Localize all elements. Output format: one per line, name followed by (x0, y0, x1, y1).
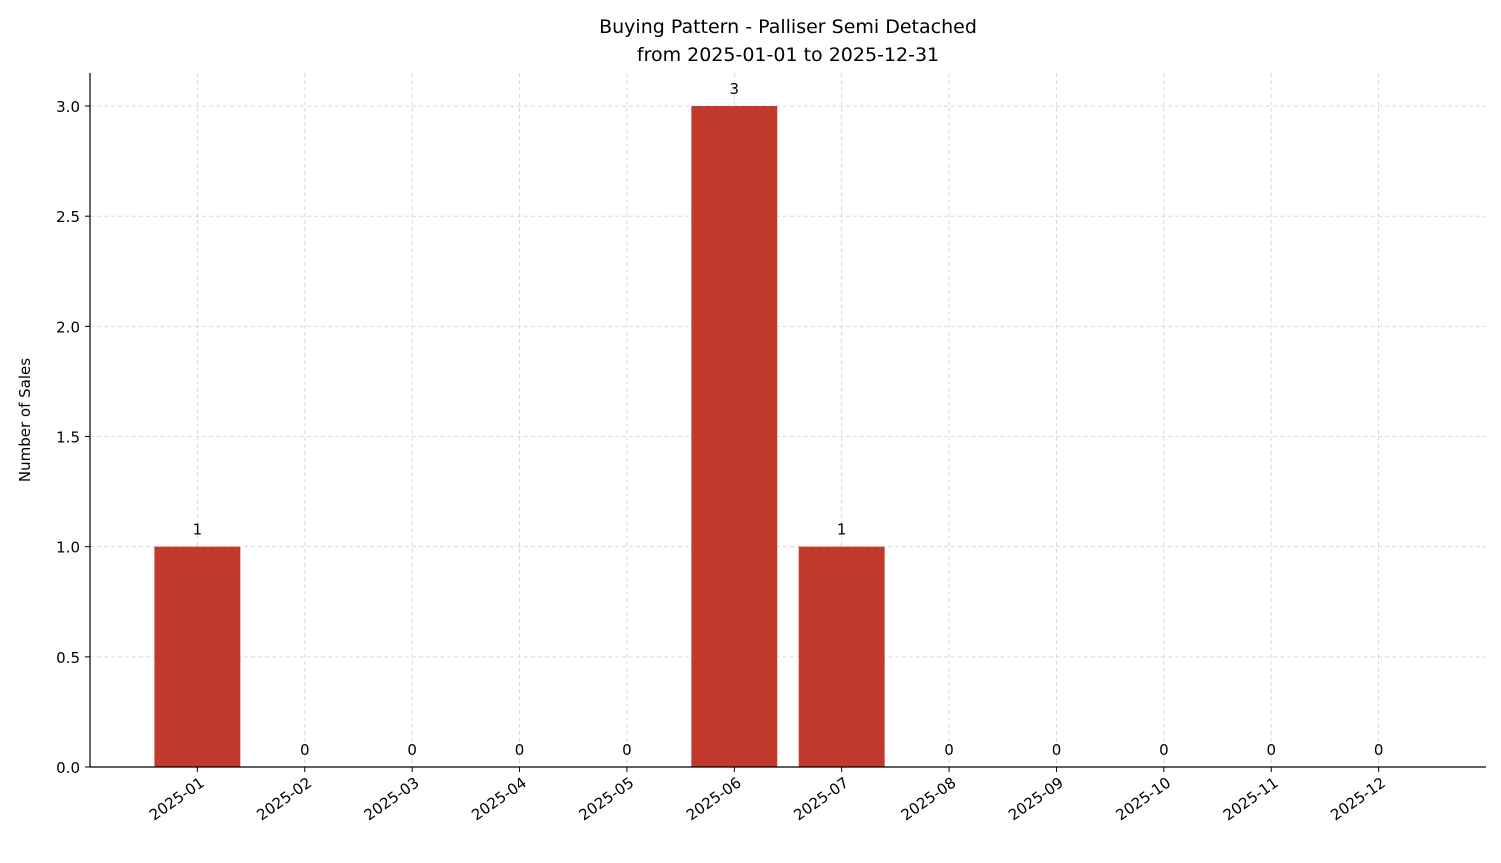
y-tick-label: 2.0 (56, 318, 80, 336)
bar (154, 546, 241, 767)
x-tick-label: 2025-01 (146, 774, 208, 825)
value-label: 0 (515, 741, 525, 759)
value-label: 1 (837, 521, 847, 539)
bar (691, 106, 778, 768)
value-label: 0 (1374, 741, 1384, 759)
x-tick-label: 2025-04 (468, 774, 530, 825)
x-tick-label: 2025-03 (361, 774, 423, 825)
y-tick-label: 1.0 (56, 539, 80, 557)
chart-subtitle: from 2025-01-01 to 2025-12-31 (637, 44, 939, 66)
y-axis-label: Number of Sales (16, 358, 34, 482)
x-tick-label: 2025-10 (1112, 774, 1174, 825)
value-label: 0 (1052, 741, 1062, 759)
value-label: 0 (944, 741, 954, 759)
value-label: 0 (1266, 741, 1276, 759)
x-tick-label: 2025-07 (790, 774, 852, 825)
x-tick-label: 2025-12 (1327, 774, 1389, 825)
y-tick-label: 0.5 (56, 649, 80, 667)
x-tick-label: 2025-08 (898, 774, 960, 825)
value-label: 0 (407, 741, 417, 759)
y-tick-label: 3.0 (56, 98, 80, 116)
value-label: 0 (622, 741, 632, 759)
value-label: 0 (1159, 741, 1169, 759)
x-tick-label: 2025-09 (1005, 774, 1067, 825)
value-label: 3 (730, 80, 740, 98)
chart-title: Buying Pattern - Palliser Semi Detached (599, 16, 977, 38)
x-tick-label: 2025-05 (576, 774, 638, 825)
x-tick-label: 2025-02 (253, 774, 315, 825)
value-label: 0 (300, 741, 310, 759)
y-tick-label: 1.5 (56, 429, 80, 447)
bar (798, 546, 885, 767)
y-tick-label: 2.5 (56, 208, 80, 226)
x-tick-label: 2025-11 (1220, 774, 1282, 825)
value-label: 1 (193, 521, 203, 539)
x-tick-label: 2025-06 (683, 774, 745, 825)
y-tick-label: 0.0 (56, 759, 80, 777)
